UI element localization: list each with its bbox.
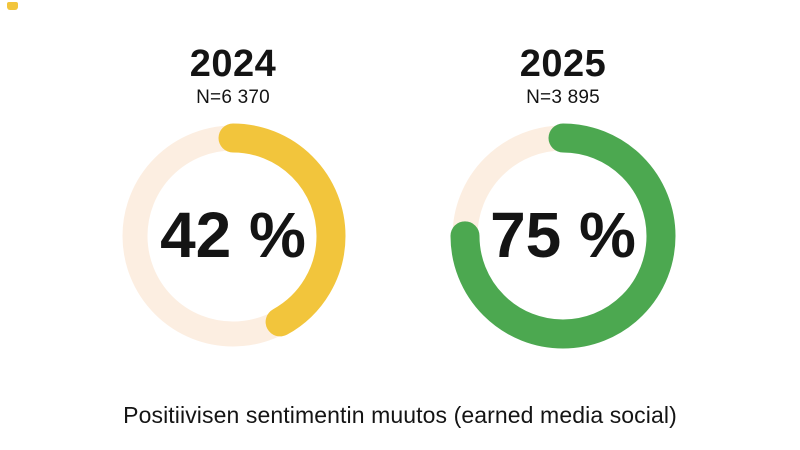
chart-group-2025: 2025 N=3 895 75 % [433, 45, 693, 351]
corner-logo-mark [7, 2, 18, 10]
chart-caption: Positiivisen sentimentin muutos (earned … [123, 402, 677, 428]
chart-group-2024: 2024 N=6 370 42 % [103, 45, 363, 351]
chart-title-2025: 2025 [519, 43, 607, 85]
donut-arc [450, 123, 676, 349]
percent-value-2025: 75 % [490, 199, 636, 271]
donut-chart-2025-svg [450, 123, 676, 349]
chart-title-2024: 2024 [189, 43, 277, 85]
sample-size-2024: N=6 370 [196, 87, 270, 108]
sample-size-2025: N=3 895 [526, 87, 600, 108]
donut-2024: 42 % [118, 121, 348, 351]
donut-arc [120, 123, 346, 349]
donut-2025: 75 % [448, 121, 678, 351]
donut-chart-2024-svg [120, 123, 346, 349]
percent-value-2024: 42 % [160, 199, 306, 271]
